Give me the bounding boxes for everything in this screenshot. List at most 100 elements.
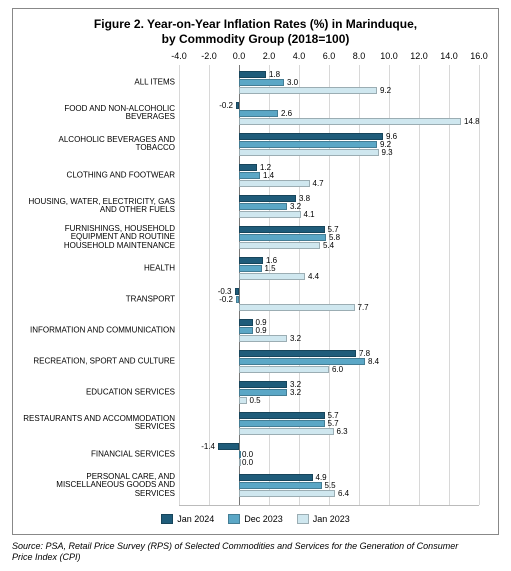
bar-value-label: 1.8 — [269, 70, 280, 79]
bar — [236, 102, 239, 109]
bar — [239, 195, 296, 202]
category-label: FOOD AND NON-ALCOHOLIC BEVERAGES — [23, 105, 179, 123]
bar-value-label: 5.5 — [325, 481, 336, 490]
bar — [239, 110, 278, 117]
x-axis-tick-label: 6.0 — [323, 51, 336, 61]
bar — [239, 242, 320, 249]
category-label: HOUSING, WATER, ELECTRICITY, GAS AND OTH… — [23, 198, 179, 216]
bar — [239, 118, 461, 125]
x-axis-tick-label: 4.0 — [293, 51, 306, 61]
gridline — [299, 65, 300, 505]
bar-value-label: 6.3 — [337, 427, 348, 436]
bar-value-label: 0.0 — [242, 458, 253, 467]
bar — [239, 226, 325, 233]
source-line1: Source: PSA, Retail Price Survey (RPS) o… — [12, 541, 458, 551]
bar — [239, 141, 377, 148]
bar — [239, 79, 284, 86]
bar-value-label: 14.8 — [464, 117, 480, 126]
category-label: RESTAURANTS AND ACCOMMODATION SERVICES — [23, 415, 179, 433]
x-axis-tick-label: 0.0 — [233, 51, 246, 61]
bar-value-label: 4.1 — [304, 210, 315, 219]
category-label: TRANSPORT — [23, 295, 179, 304]
legend-item: Dec 2023 — [228, 514, 283, 524]
category-label: CLOTHING AND FOOTWEAR — [23, 171, 179, 180]
gridline — [449, 65, 450, 505]
bar — [239, 211, 301, 218]
bar — [239, 358, 365, 365]
bar — [239, 180, 310, 187]
x-axis-tick-label: 16.0 — [470, 51, 488, 61]
x-axis-labels: -4.0-2.00.02.04.06.08.010.012.014.016.0 — [179, 51, 479, 65]
bar — [239, 490, 335, 497]
legend-swatch — [161, 514, 173, 524]
bar-value-label: -0.2 — [219, 295, 233, 304]
category-label: EDUCATION SERVICES — [23, 388, 179, 397]
bar — [239, 265, 262, 272]
bar-value-label: 3.2 — [290, 334, 301, 343]
category-label: PERSONAL CARE, AND MISCELLANEOUS GOODS A… — [23, 472, 179, 498]
category-label: ALL ITEMS — [23, 78, 179, 87]
legend-label: Jan 2024 — [177, 514, 214, 524]
source-line2: Price Index (CPI) — [12, 552, 81, 562]
chart-plot: -4.0-2.00.02.04.06.08.010.012.014.016.0 … — [23, 51, 488, 506]
legend-label: Dec 2023 — [244, 514, 283, 524]
x-axis-tick-label: -4.0 — [171, 51, 187, 61]
bar — [239, 327, 253, 334]
bar-value-label: 6.4 — [338, 489, 349, 498]
gridline — [479, 65, 480, 505]
category-label: HEALTH — [23, 264, 179, 273]
bar — [236, 296, 239, 303]
bar — [218, 443, 239, 450]
gridline — [209, 65, 210, 505]
bar — [239, 366, 329, 373]
bar — [239, 428, 334, 435]
chart-grid: ALL ITEMS1.83.09.2FOOD AND NON-ALCOHOLIC… — [179, 65, 479, 506]
bar-value-label: 4.7 — [313, 179, 324, 188]
bar-value-label: 1.5 — [265, 264, 276, 273]
bar — [239, 350, 356, 357]
x-axis-tick-label: 14.0 — [440, 51, 458, 61]
source-note: Source: PSA, Retail Price Survey (RPS) o… — [12, 541, 499, 563]
x-axis-tick-label: 8.0 — [353, 51, 366, 61]
legend-item: Jan 2023 — [297, 514, 350, 524]
bar — [239, 133, 383, 140]
bar — [239, 234, 326, 241]
bar — [239, 71, 266, 78]
gridline — [359, 65, 360, 505]
page: Figure 2. Year-on-Year Inflation Rates (… — [0, 0, 511, 571]
category-label: INFORMATION AND COMMUNICATION — [23, 326, 179, 335]
bar — [239, 451, 241, 458]
bar-value-label: 3.0 — [287, 78, 298, 87]
category-label: FINANCIAL SERVICES — [23, 450, 179, 459]
bar-value-label: 8.4 — [368, 357, 379, 366]
bar — [239, 474, 313, 481]
legend-swatch — [297, 514, 309, 524]
bar-value-label: -1.4 — [201, 442, 215, 451]
bar — [239, 304, 355, 311]
bar-value-label: 9.2 — [380, 86, 391, 95]
bar — [239, 335, 287, 342]
gridline — [269, 65, 270, 505]
bar-value-label: 6.0 — [332, 365, 343, 374]
bar — [239, 172, 260, 179]
chart-title-line2: by Commodity Group (2018=100) — [162, 32, 350, 46]
category-label: RECREATION, SPORT AND CULTURE — [23, 357, 179, 366]
bar — [239, 389, 287, 396]
category-label: FURNISHINGS, HOUSEHOLD EQUIPMENT AND ROU… — [23, 224, 179, 250]
bar-value-label: -0.2 — [219, 101, 233, 110]
bar — [239, 420, 325, 427]
bar-value-label: 2.6 — [281, 109, 292, 118]
bar — [239, 164, 257, 171]
bar-value-label: 0.9 — [256, 326, 267, 335]
bar — [239, 381, 287, 388]
bar-value-label: 9.3 — [382, 148, 393, 157]
bar-value-label: 3.2 — [290, 202, 301, 211]
bar — [239, 149, 379, 156]
bar — [235, 288, 240, 295]
chart-container: Figure 2. Year-on-Year Inflation Rates (… — [12, 8, 499, 535]
legend-item: Jan 2024 — [161, 514, 214, 524]
bar — [239, 257, 263, 264]
legend-label: Jan 2023 — [313, 514, 350, 524]
bar-value-label: 3.2 — [290, 388, 301, 397]
bar — [239, 412, 325, 419]
